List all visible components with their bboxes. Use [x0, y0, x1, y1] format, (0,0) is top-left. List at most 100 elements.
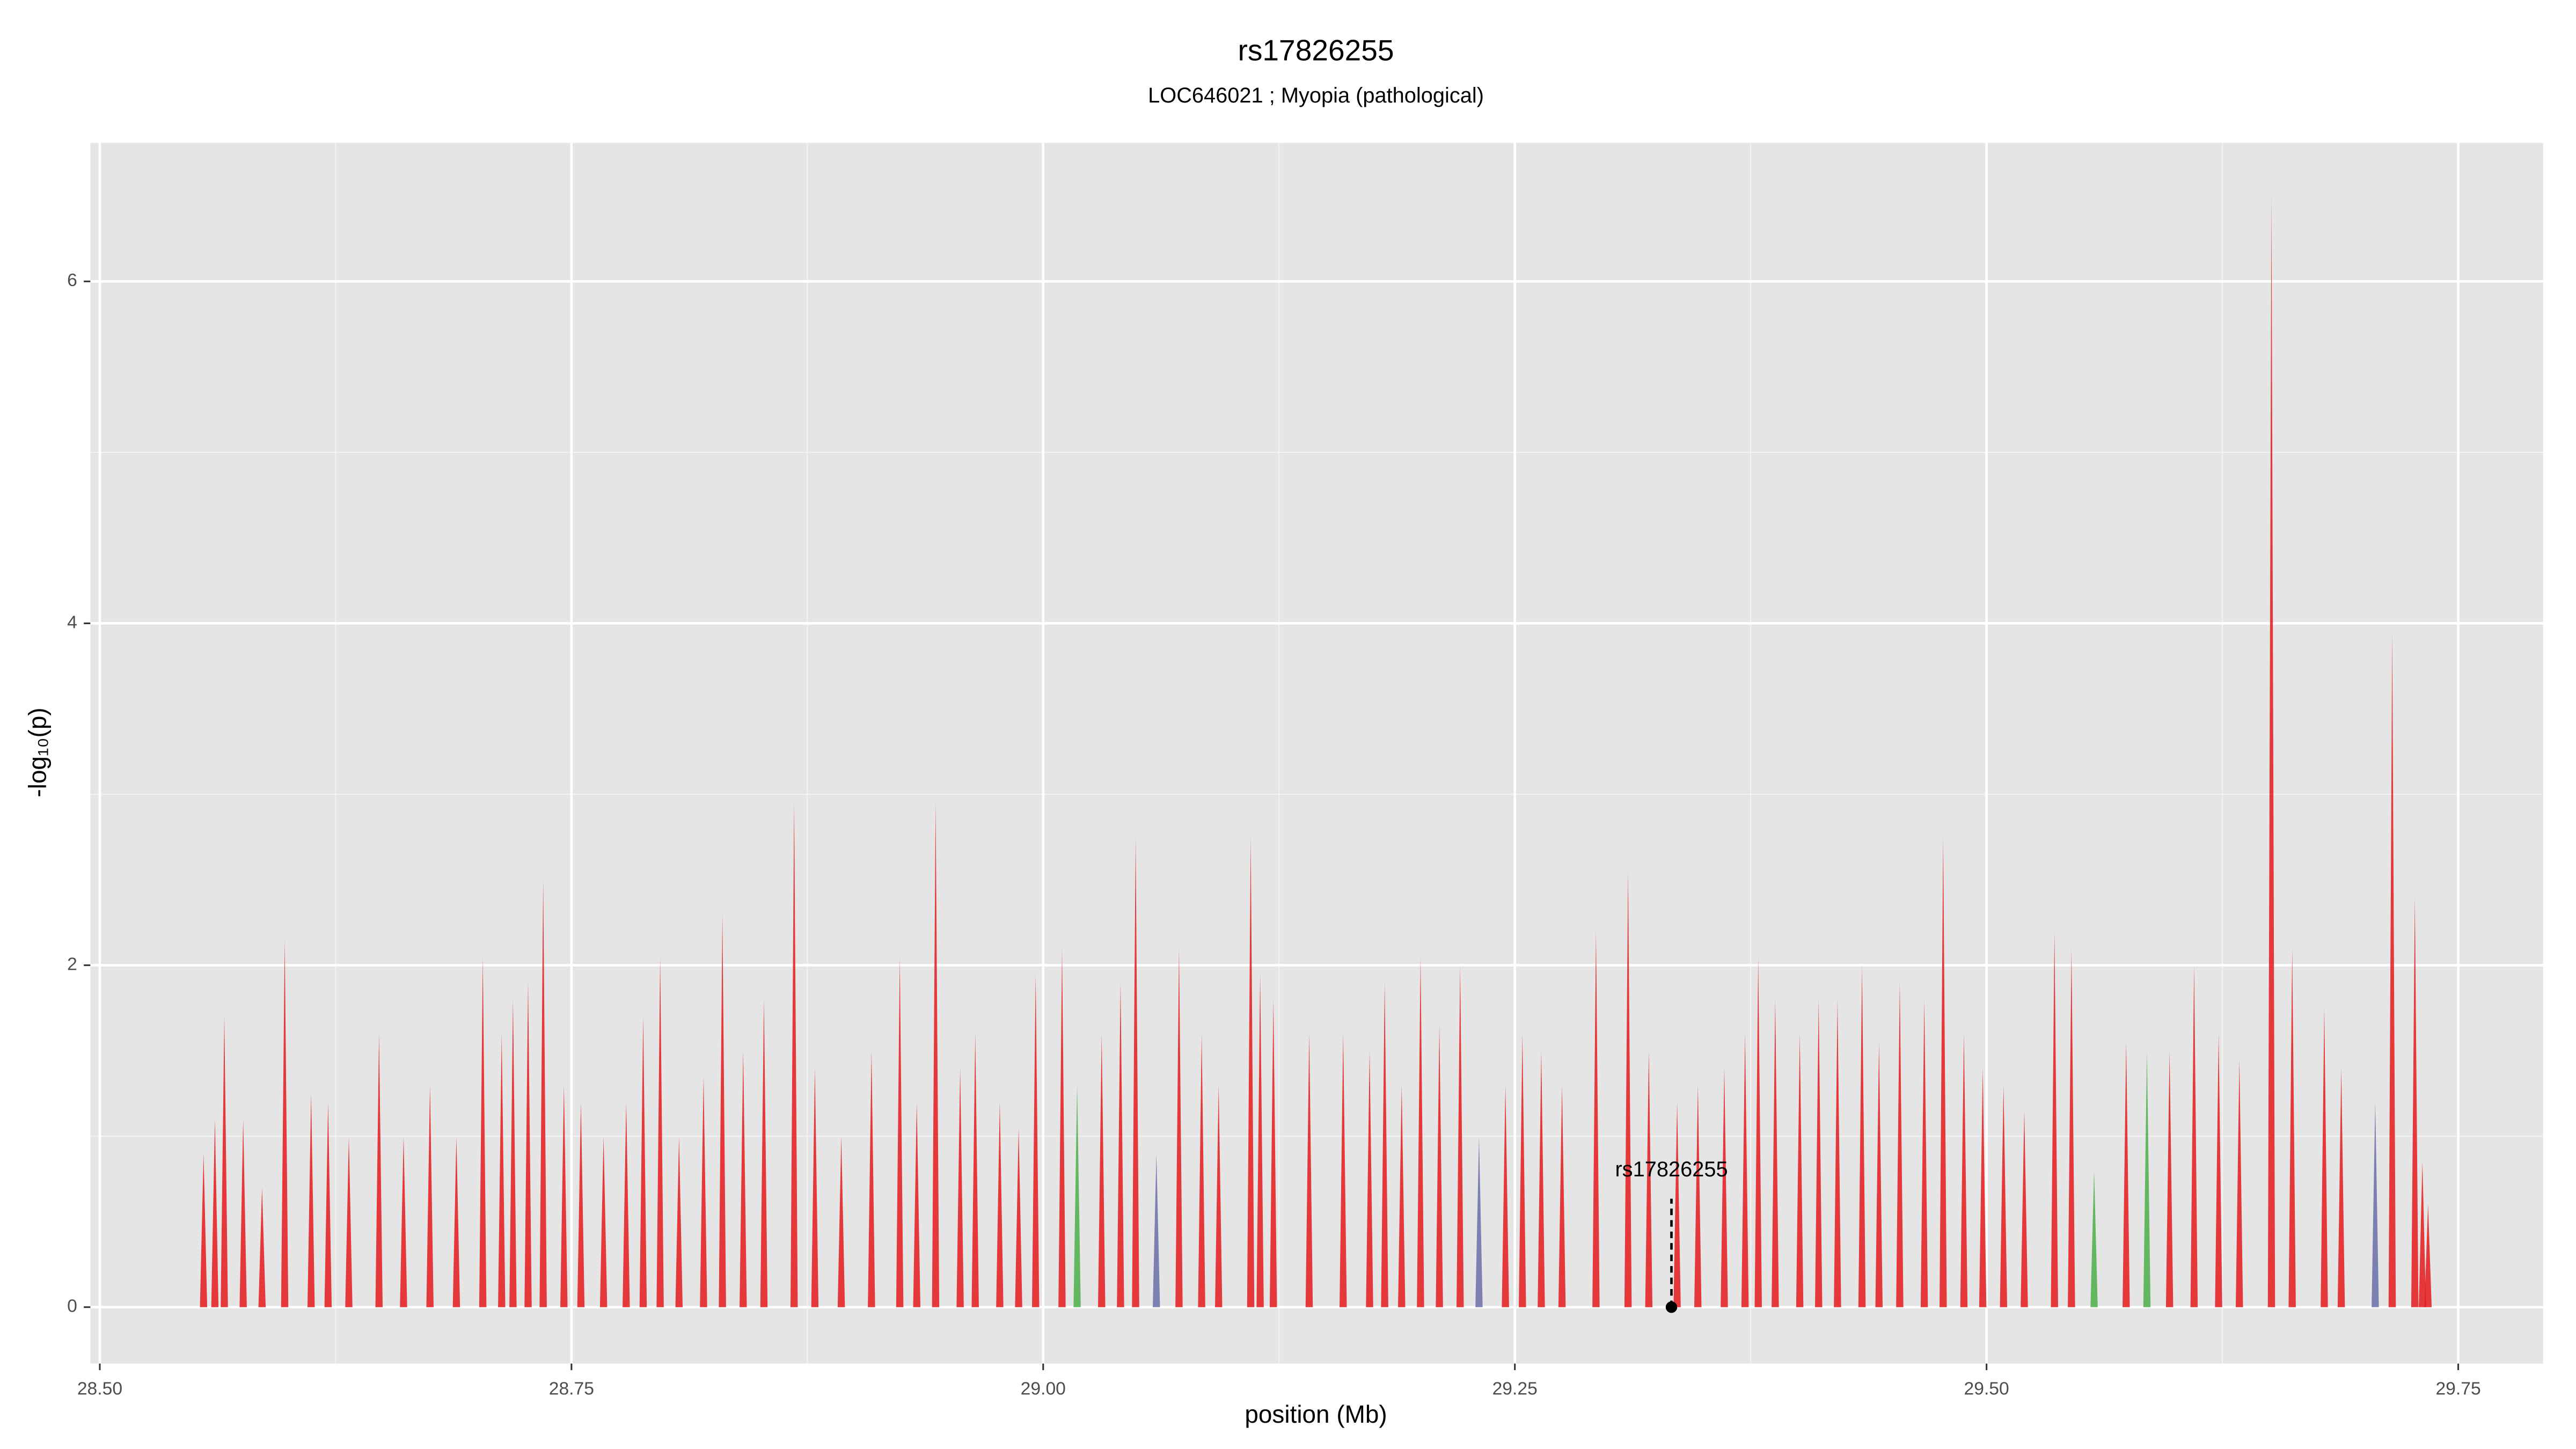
spike [599, 1136, 608, 1307]
spike [1645, 1050, 1653, 1307]
spike [1256, 974, 1264, 1307]
spike [1153, 1153, 1160, 1307]
y-tick-label: 0 [67, 1297, 77, 1316]
spike [324, 1102, 332, 1307]
spike [479, 956, 487, 1307]
spike [1940, 837, 1947, 1307]
spike [2288, 948, 2296, 1307]
spike [1741, 1034, 1749, 1307]
spike [719, 914, 726, 1307]
spike [2321, 1008, 2328, 1307]
y-tick-label: 2 [67, 954, 77, 974]
spike [1132, 837, 1139, 1307]
spike [426, 1085, 434, 1307]
spike [700, 1076, 707, 1307]
x-tick-label: 29.25 [1492, 1379, 1538, 1399]
spike [1175, 948, 1183, 1307]
spike [896, 956, 904, 1307]
x-tick-label: 29.50 [1964, 1379, 2009, 1399]
spike [1381, 982, 1388, 1307]
x-tick-label: 29.75 [2435, 1379, 2480, 1399]
spike [2419, 1161, 2426, 1307]
spike [675, 1136, 683, 1307]
chart-title: rs17826255 [1238, 34, 1394, 67]
spike [656, 956, 664, 1307]
spike [560, 1085, 568, 1307]
spike [639, 1016, 647, 1307]
spike [1117, 982, 1124, 1307]
spike [932, 802, 940, 1307]
spike [2143, 1050, 2151, 1307]
spike [1979, 1067, 1987, 1307]
spike [2388, 632, 2396, 1307]
spike [211, 1119, 219, 1307]
spike [790, 802, 798, 1307]
spike [2021, 1110, 2028, 1307]
spike [837, 1136, 845, 1307]
spike [1624, 871, 1632, 1307]
spike [498, 1034, 506, 1307]
spike [1960, 1034, 1968, 1307]
spike [2215, 1034, 2222, 1307]
spike [1920, 999, 1928, 1307]
spike [811, 1067, 819, 1307]
spike [1772, 999, 1779, 1307]
spike [868, 1050, 875, 1307]
spike [452, 1136, 460, 1307]
spike [1015, 1128, 1022, 1307]
spike [1796, 1034, 1804, 1307]
spike [509, 999, 517, 1307]
spike [1340, 1034, 1347, 1307]
spike [1366, 1050, 1373, 1307]
highlight-label: rs17826255 [1615, 1158, 1728, 1181]
spike [400, 1136, 407, 1307]
spike [2267, 196, 2275, 1307]
spike [1436, 1025, 1443, 1307]
spike [1673, 1102, 1681, 1307]
y-tick-label: 4 [67, 612, 77, 632]
spike [1858, 965, 1866, 1307]
spike [1558, 1085, 1566, 1307]
spike [221, 1016, 228, 1307]
spike [2165, 1050, 2174, 1307]
spike [1721, 1067, 1728, 1307]
spike [1073, 1085, 1081, 1307]
spike [2424, 1204, 2432, 1307]
grid [90, 143, 2543, 1364]
spike [971, 1034, 979, 1307]
spike [956, 1067, 964, 1307]
spike [1694, 1085, 1702, 1307]
spike [1592, 931, 1600, 1307]
spike [2123, 1042, 2130, 1307]
chart-subtitle: LOC646021 ; Myopia (pathological) [1148, 84, 1484, 107]
spike [1538, 1050, 1545, 1307]
spike [2337, 1067, 2345, 1307]
spike [2411, 897, 2419, 1307]
spike [1502, 1085, 1509, 1307]
x-tick-label: 29.00 [1021, 1379, 1066, 1399]
spike [258, 1187, 266, 1307]
spike [2000, 1085, 2008, 1307]
spike [1815, 999, 1823, 1307]
spike [623, 1102, 630, 1307]
y-tick-label: 6 [67, 270, 77, 290]
spike [740, 1050, 747, 1307]
spike [1754, 956, 1762, 1307]
spike [1834, 999, 1841, 1307]
spike [1198, 1034, 1205, 1307]
spike [375, 1034, 383, 1307]
spike [996, 1102, 1004, 1307]
spike [1098, 1034, 1106, 1307]
plot-panel [90, 143, 2543, 1364]
x-tick-label: 28.75 [549, 1379, 594, 1399]
spike [539, 880, 547, 1307]
spike [760, 999, 768, 1307]
spike [307, 1093, 315, 1307]
spike [1896, 982, 1904, 1307]
spike [239, 1119, 247, 1307]
spike [1475, 1136, 1483, 1307]
spike [1305, 1034, 1313, 1307]
x-axis-label: position (Mb) [1245, 1400, 1387, 1428]
